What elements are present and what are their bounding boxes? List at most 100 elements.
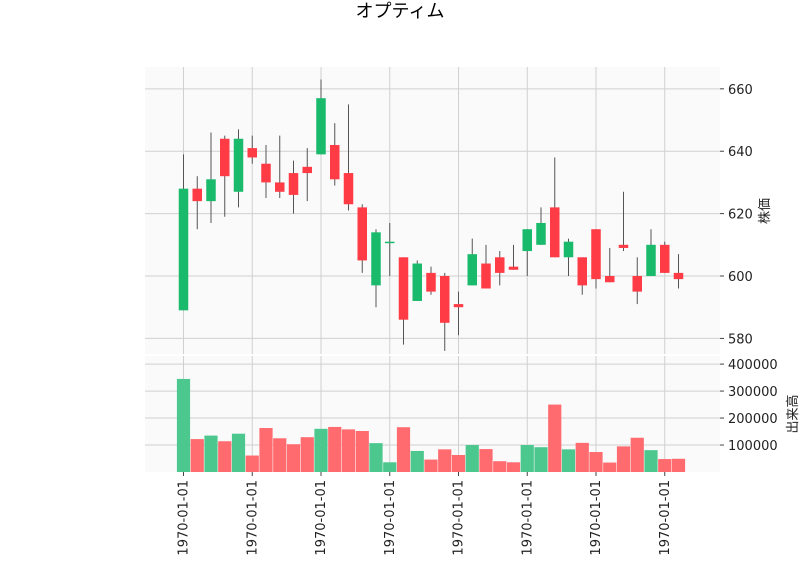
volume-bar [465,445,479,472]
candle-body [261,163,271,183]
x-tick-label: 1970-01-01 [383,480,398,556]
candle-body [508,266,519,270]
candle-body [178,188,189,311]
candle-body [220,138,230,177]
volume-bar [438,449,452,472]
x-tick-label: 1970-01-01 [658,480,673,556]
x-tick-label: 1970-01-01 [314,480,329,556]
volume-bar [300,437,314,472]
volume-bar [644,450,658,472]
x-tick-label: 1970-01-01 [177,480,192,556]
candle-body [563,241,574,258]
price-y-tick-label: 660 [728,83,753,98]
volume-bar [259,428,273,472]
candlestick-series [178,79,684,351]
volume-bar [218,441,232,472]
chart-title: オプティム [356,1,445,22]
volume-bar [493,461,507,472]
x-tick-label: 1970-01-01 [520,480,535,556]
x-tick-label: 1970-01-01 [245,480,260,556]
volume-bar [561,449,576,472]
volume-bar [616,446,631,472]
candle-body [591,229,601,280]
volume-bar [328,426,342,472]
candle-body [536,222,546,245]
candle-body [233,138,244,192]
candle-body [288,173,299,195]
volume-bar [273,438,287,472]
volume-bar [671,458,686,472]
volume-bar [383,462,397,472]
volume-bar [520,445,534,472]
candle-body [247,148,257,158]
volume-bar [396,427,411,472]
volume-bar [410,450,424,472]
volume-bar-series [176,378,686,472]
x-tick-label: 1970-01-01 [589,480,604,556]
candle-body [453,304,464,308]
x-tick-label: 1970-01-01 [452,480,467,556]
volume-bar [658,459,672,472]
volume-bar [506,462,521,472]
candle-body [495,257,505,273]
candle-body [522,229,532,252]
candle-body [646,244,656,277]
candle-body [330,144,340,180]
volume-y-tick-label: 400000 [728,358,778,373]
volume-bar [355,430,369,472]
volume-y-tick-label: 200000 [728,412,778,427]
volume-bar [575,442,589,472]
price-y-tick-label: 640 [728,145,753,160]
volume-bar [548,404,562,472]
candle-body [385,241,395,244]
volume-bar [589,452,603,472]
price-y-label: 株価 [758,198,773,224]
volume-bar [286,444,301,472]
volume-bar [603,462,617,472]
volume-bar [190,439,204,472]
candle-body [440,276,450,323]
x-ticks: 1970-01-01 1970-01-01 1970-01-01 1970-01-01… [177,472,673,556]
candle-body [371,232,381,286]
volume-y-tick-label: 300000 [728,385,778,400]
candle-body [673,272,684,280]
volume-bar [245,455,259,472]
volume-bar [341,429,356,472]
volume-y-ticks: 100000 200000 300000 400000 [720,358,778,454]
candle-body [605,276,615,283]
candle-body [467,254,477,286]
candle-body [632,276,642,292]
candle-body [550,207,560,258]
volume-bar [314,428,328,472]
candle-body [398,257,409,320]
candle-body [660,244,670,273]
price-y-ticks: 580 600 620 640 660 [720,83,753,347]
candle-body [302,166,312,174]
candle-body [192,188,202,202]
candle-body [343,173,354,205]
volume-panel: 100000 200000 300000 400000 出来高 [145,356,800,472]
volume-bar [630,437,644,472]
volume-bar [479,449,493,472]
volume-bar [231,433,246,472]
candle-body [481,263,491,289]
candle-body [206,179,216,202]
volume-bar [369,443,383,472]
candle-body [618,244,629,248]
volume-bar [424,459,438,472]
volume-bar [204,435,218,472]
candle-body [275,182,285,192]
candle-body [412,263,422,301]
price-y-tick-label: 580 [728,332,753,347]
volume-bar [534,447,548,472]
candle-body [357,207,367,261]
candle-body [316,98,326,155]
price-y-tick-label: 620 [728,208,753,223]
volume-y-label: 出来高 [785,394,800,433]
candle-body [426,272,436,292]
price-y-tick-label: 600 [728,270,753,285]
price-plot-area [145,67,720,354]
price-panel: 580 600 620 640 660 株価 [145,67,773,354]
volume-bar [451,455,466,472]
